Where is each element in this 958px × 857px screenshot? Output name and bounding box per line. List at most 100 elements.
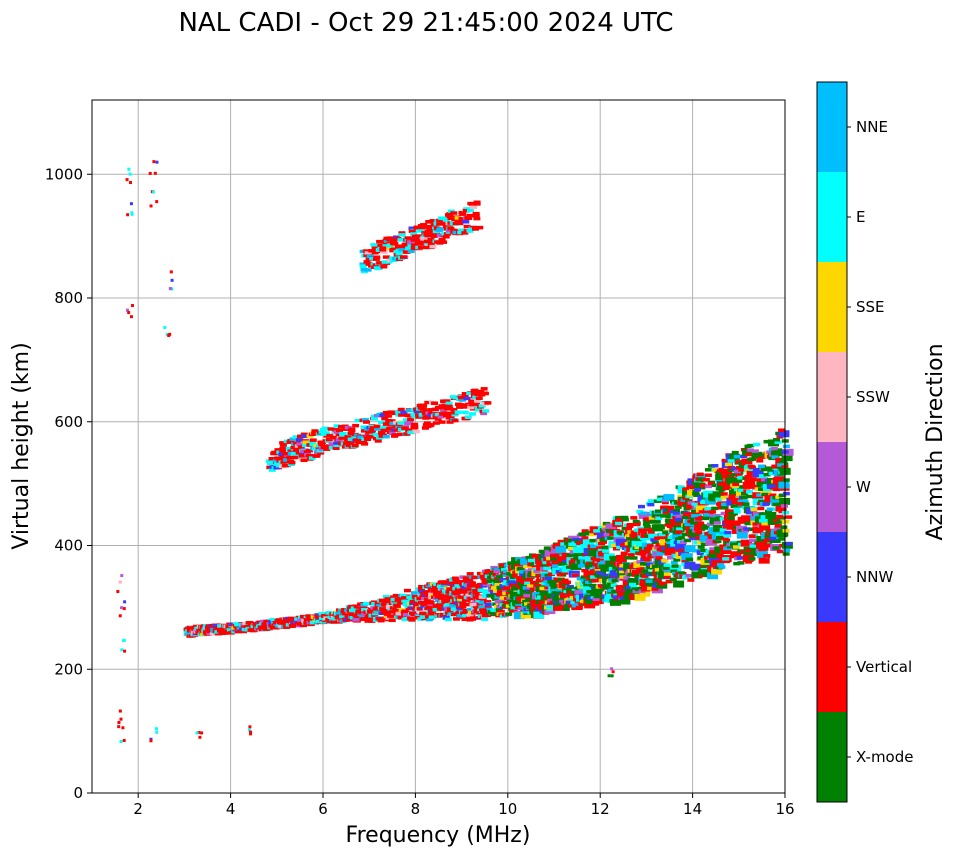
echo-point	[529, 587, 537, 592]
echo-point	[597, 558, 605, 563]
echo-point	[646, 544, 654, 548]
echo-point	[374, 266, 382, 271]
echo-point	[682, 512, 690, 517]
echo-point	[557, 566, 565, 570]
echo-point	[268, 456, 276, 461]
echo-point	[290, 445, 298, 450]
echo-point	[392, 609, 400, 613]
echo-point	[410, 591, 418, 595]
echo-point	[696, 472, 704, 477]
echo-point	[388, 610, 396, 614]
echo-point	[426, 415, 434, 420]
echo-point	[698, 515, 706, 520]
y-axis: 0 200 400 600 800 1000	[45, 165, 92, 802]
echo-point	[719, 528, 727, 532]
echo-point	[532, 592, 540, 596]
echo-point	[454, 587, 462, 592]
echo-point	[283, 625, 291, 629]
echo-point	[605, 560, 617, 568]
echo-point	[672, 532, 684, 540]
echo-point	[561, 571, 569, 575]
echo-point	[597, 560, 609, 568]
echo-point	[420, 403, 428, 408]
echo-point	[436, 227, 444, 231]
echo-point	[452, 578, 460, 583]
echo-point	[410, 243, 418, 247]
echo-point	[459, 212, 467, 216]
echo-point	[719, 530, 727, 535]
echo-point	[434, 412, 442, 417]
echo-point	[372, 611, 380, 616]
echo-point	[151, 190, 155, 194]
echo-point	[643, 524, 651, 529]
echo-point	[720, 506, 728, 510]
echo-point	[381, 609, 389, 613]
echo-point	[748, 467, 756, 472]
echo-point	[468, 581, 476, 585]
echo-point	[674, 505, 682, 509]
echo-point	[519, 572, 527, 577]
echo-point	[265, 459, 273, 463]
echo-point	[457, 595, 465, 599]
echo-point	[741, 515, 753, 523]
echo-point	[152, 160, 156, 164]
echo-point	[639, 567, 647, 571]
y-tick-label: 800	[54, 289, 83, 307]
echo-point	[334, 443, 342, 448]
echo-point	[308, 456, 316, 460]
colorbar-segment-x-mode	[817, 712, 847, 802]
echo-point	[440, 240, 448, 244]
echo-point	[491, 574, 499, 579]
echo-point	[526, 583, 534, 588]
echo-point	[360, 606, 368, 610]
echo-point	[495, 607, 503, 612]
echo-point	[695, 536, 703, 540]
echo-point	[711, 464, 719, 468]
echo-point	[391, 600, 399, 604]
echo-point	[718, 487, 726, 492]
echo-point	[413, 225, 421, 230]
echo-point	[461, 617, 469, 621]
echo-point	[488, 588, 496, 592]
colorbar-tick-label: E	[856, 208, 865, 226]
echo-point	[772, 487, 780, 492]
echo-point	[760, 487, 772, 495]
echo-point	[295, 438, 303, 442]
echo-point	[661, 500, 669, 505]
echo-point	[376, 603, 384, 608]
echo-point	[436, 241, 444, 245]
echo-point	[709, 517, 721, 525]
echo-point	[363, 249, 371, 253]
echo-point	[386, 243, 394, 248]
echo-point	[546, 604, 554, 609]
echo-point	[759, 453, 767, 457]
echo-point	[352, 423, 360, 428]
echo-point	[511, 587, 519, 591]
echo-point	[756, 479, 768, 487]
echo-point	[547, 598, 555, 603]
echo-point	[404, 413, 412, 418]
echo-point	[516, 567, 524, 571]
echo-point	[617, 591, 629, 599]
echo-point	[481, 391, 489, 395]
echo-point	[740, 519, 748, 524]
echo-point	[540, 564, 548, 569]
echo-point	[452, 591, 460, 596]
echo-point	[765, 511, 777, 519]
echo-point	[751, 449, 759, 453]
x-tick-label: 4	[226, 800, 236, 818]
echo-point	[391, 257, 399, 261]
echo-point	[633, 522, 641, 527]
echo-point	[355, 440, 363, 445]
echo-point	[423, 245, 431, 250]
echo-point	[420, 223, 428, 227]
echo-point	[496, 575, 504, 579]
echo-point	[381, 260, 389, 264]
echo-point	[475, 586, 483, 590]
echo-point	[279, 443, 287, 447]
echo-point	[724, 530, 732, 535]
echo-point	[520, 580, 528, 584]
echo-point	[583, 586, 595, 594]
echo-point	[352, 618, 360, 622]
echo-point	[422, 612, 430, 617]
